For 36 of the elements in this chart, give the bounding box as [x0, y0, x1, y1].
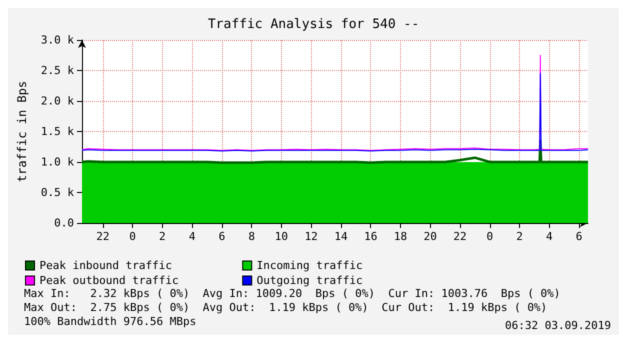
- y-axis-title: traffic in Bps: [15, 80, 29, 182]
- legend-label: Outgoing traffic: [256, 274, 456, 287]
- text: Max Out: 2.75 kBps ( 0%) Avg Out: 1.19 kBps ( 0%) Cur Out: 1.19 kBps ( 0%): [24, 301, 548, 314]
- x-tick-label: 2: [516, 230, 523, 243]
- y-tick-label: 2.0 k: [40, 94, 74, 108]
- y-tick-label: 0.0: [54, 216, 74, 230]
- x-tick-label: 8: [248, 230, 255, 243]
- y-tick-label: 2.5 k: [40, 64, 74, 77]
- y-tick-label: 3.0 k: [40, 34, 74, 46]
- x-tick-label: 10: [274, 230, 288, 243]
- legend-label: Peak outbound traffic: [40, 274, 238, 287]
- x-tick-label: 0: [486, 230, 494, 243]
- x-tick-label: 12: [304, 230, 318, 243]
- line-series: [80, 139, 590, 164]
- text: 100% Bandwidth 976.56 MBps: [24, 315, 196, 328]
- x-tick-label: 4: [188, 230, 196, 243]
- legend-label: Incoming traffic: [256, 259, 456, 272]
- x-tick-label: 6: [218, 230, 226, 243]
- x-tick-label: 14: [334, 230, 348, 243]
- y-tick-label: 0.5 k: [40, 186, 74, 199]
- x-tick-label: 18: [394, 230, 408, 243]
- chart-title: Traffic Analysis for 540 --: [208, 17, 420, 32]
- text: 06:32 03.09.2019: [505, 319, 612, 332]
- text: Max In: 2.32 kBps ( 0%) Avg In: 1009.20 Bps ( 0%) Cur In: 1003.76 Bps ( 0%): [24, 287, 560, 300]
- x-tick-label: 6: [576, 230, 582, 243]
- x-tick-label: 22: [453, 230, 467, 243]
- x-tick-label: 16: [364, 230, 378, 243]
- x-tick-label: 0: [129, 230, 136, 243]
- x-tick-label: 20: [424, 230, 437, 243]
- y-tick-label: 1.5 k: [40, 125, 74, 138]
- x-tick-label: 22: [96, 230, 110, 243]
- line-series: [82, 73, 588, 152]
- x-tick-label: 4: [546, 230, 553, 243]
- y-tick-label: 1.0 k: [40, 156, 74, 168]
- legend-label: Peak inbound traffic: [40, 259, 238, 272]
- x-tick-label: 2: [159, 230, 166, 243]
